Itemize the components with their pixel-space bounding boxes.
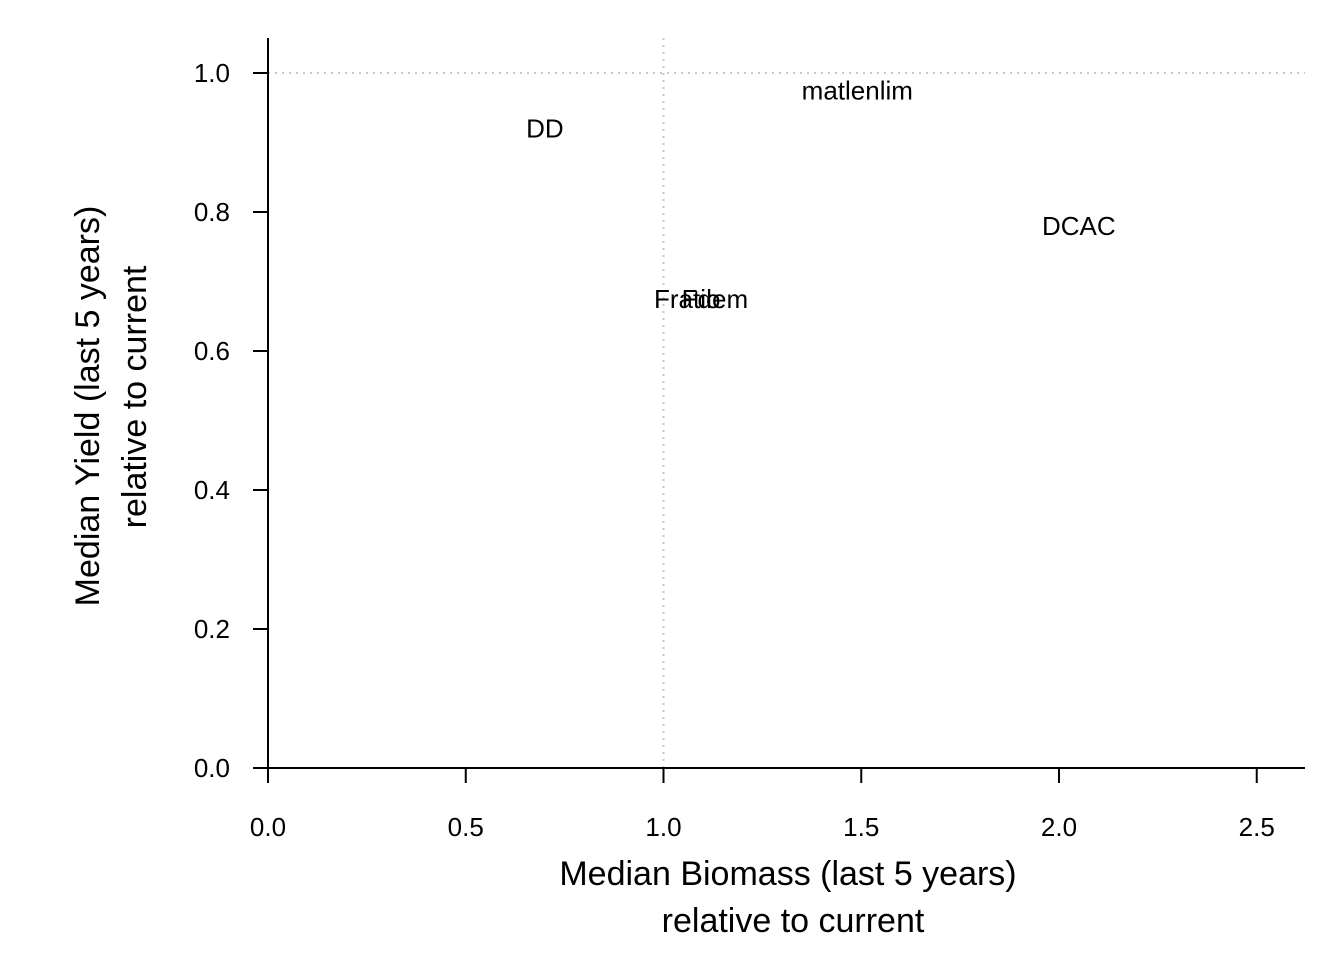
point-label-matlenlim: matlenlim [802,75,913,105]
x-axis-ticks: 0.0 0.5 1.0 1.5 2.0 2.5 [250,768,1275,842]
point-label-fratio: Fratio [654,284,720,314]
x-tick-label: 0.0 [250,812,286,842]
x-axis-title: Median Biomass (last 5 years) relative t… [559,855,1016,940]
point-label-dd: DD [526,114,564,144]
y-axis-ticks: 0.0 0.2 0.4 0.6 0.8 1.0 [194,58,268,783]
x-tick-label: 0.5 [448,812,484,842]
point-label-dcac: DCAC [1042,211,1116,241]
x-tick-label: 2.0 [1041,812,1077,842]
y-axis-title-line-2: relative to current [116,265,154,528]
point-label-fdem: Fdem [682,284,748,314]
y-tick-label: 0.4 [194,475,230,505]
x-axis-title-line-1: Median Biomass (last 5 years) [559,855,1016,893]
y-tick-label: 0.6 [194,336,230,366]
x-tick-label: 2.5 [1239,812,1275,842]
y-axis-title-line-1: Median Yield (last 5 years) [69,206,107,607]
y-tick-label: 0.8 [194,197,230,227]
y-tick-label: 0.2 [194,614,230,644]
x-tick-label: 1.5 [843,812,879,842]
x-axis-title-line-2: relative to current [662,902,925,940]
reference-lines [268,38,1305,768]
y-tick-label: 0.0 [194,753,230,783]
y-axis-title: Median Yield (last 5 years) relative to … [69,206,154,607]
y-tick-label: 1.0 [194,58,230,88]
axes [267,38,1305,769]
x-tick-label: 1.0 [645,812,681,842]
